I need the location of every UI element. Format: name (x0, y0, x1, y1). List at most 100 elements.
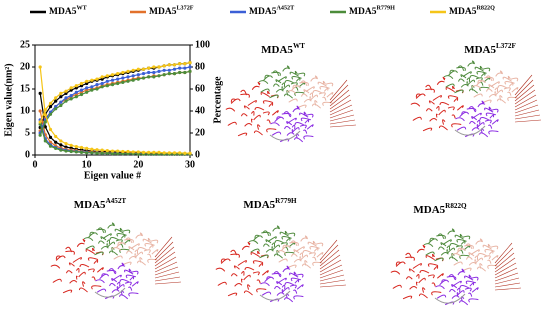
structure-strand (122, 261, 132, 266)
motion-vector (319, 259, 342, 273)
structure-strand (480, 72, 486, 77)
structure-strand (303, 111, 307, 115)
structure-strand (487, 259, 492, 264)
structure-strand (481, 100, 485, 105)
structure-strand (119, 227, 123, 232)
motion-vector (494, 242, 513, 264)
y2-tick-label: 100 (195, 39, 210, 50)
structure-strand (257, 81, 261, 86)
structure-strand (55, 255, 61, 260)
structure-strand (490, 245, 499, 250)
structure-strand (292, 84, 298, 89)
motion-vector (514, 74, 533, 96)
data-point (152, 65, 156, 69)
structure-strand (449, 243, 460, 247)
structure-strand (495, 89, 503, 96)
structure-strand (120, 234, 126, 239)
structure-strand (240, 93, 250, 98)
structure-strand (250, 248, 260, 253)
structure-strand (261, 270, 269, 276)
structure-strand (284, 80, 295, 84)
structure-strand (69, 280, 78, 284)
structure-strand (288, 98, 298, 103)
data-point (178, 62, 182, 66)
structure-strand (455, 117, 465, 122)
y-tick-label: 15 (20, 83, 30, 94)
data-point (100, 151, 104, 155)
structure-strand (309, 92, 314, 98)
y2-tick-label: 0 (195, 149, 200, 160)
data-point (188, 65, 192, 69)
structure-strand (253, 130, 263, 136)
data-point (85, 86, 89, 90)
structure-strand (131, 281, 139, 287)
motion-vector (154, 271, 180, 279)
data-point (90, 88, 94, 92)
structure-strand (283, 111, 291, 117)
data-point (43, 139, 47, 143)
structure-strand (459, 254, 470, 259)
data-point (157, 74, 161, 78)
structure-strand (454, 89, 464, 94)
structure-strand (55, 255, 66, 261)
structure-strand (422, 287, 426, 293)
structure-strand (265, 249, 274, 253)
data-point (54, 146, 58, 150)
data-point (152, 75, 156, 79)
motion-vector (329, 104, 353, 116)
structure-strand (294, 70, 298, 75)
structure-strand (433, 265, 439, 270)
structure-strand (233, 265, 240, 270)
structure-strand (494, 87, 499, 93)
data-point (64, 89, 68, 93)
structure-strand (425, 84, 432, 91)
structure-strand (277, 76, 287, 83)
structure-strand (507, 91, 512, 96)
structure-strand (79, 264, 90, 268)
motion-vector (494, 262, 517, 276)
structure-strand (412, 116, 422, 121)
data-point (79, 150, 84, 154)
structure-strand (469, 120, 476, 125)
data-point (43, 125, 47, 129)
structure-strand (240, 89, 247, 96)
structure-strand (301, 263, 312, 269)
structure-strand (111, 289, 120, 293)
structure-strand (230, 98, 236, 103)
structure-linker (94, 287, 126, 298)
structure-strand (266, 119, 271, 124)
panel-title-sup: A452T (106, 197, 127, 205)
structure-strand (473, 93, 483, 98)
structure-strand (297, 104, 307, 109)
structure-strand (395, 261, 406, 267)
structure-strand (451, 123, 462, 128)
structure-strand (258, 262, 264, 267)
structure-strand (462, 235, 471, 240)
panel-title-base: MDA5 (261, 44, 293, 56)
motion-vector (319, 249, 340, 267)
structure-strand (62, 289, 73, 294)
structure-strand (271, 110, 279, 116)
structure-strand (319, 86, 330, 90)
structure-strand (116, 286, 119, 291)
motion-vector (329, 114, 355, 122)
motion-vector (319, 254, 341, 270)
structure-strand (122, 229, 131, 234)
data-point (59, 95, 63, 99)
data-point (59, 139, 63, 143)
structure-strand (460, 240, 466, 245)
structure-strand (281, 236, 292, 240)
structure-strand (85, 249, 95, 255)
structure-strand (139, 232, 143, 237)
legend-label-sup: R822Q (476, 6, 495, 12)
data-point (38, 65, 42, 69)
structure-strand (272, 70, 280, 76)
series-line (39, 62, 191, 123)
panel-title-sup: L372F (496, 42, 516, 50)
data-point (172, 67, 177, 71)
structure-strand (117, 241, 123, 246)
data-point (74, 150, 78, 154)
data-point (110, 83, 115, 87)
structure-strand (471, 287, 479, 293)
structure-strand (440, 252, 449, 256)
